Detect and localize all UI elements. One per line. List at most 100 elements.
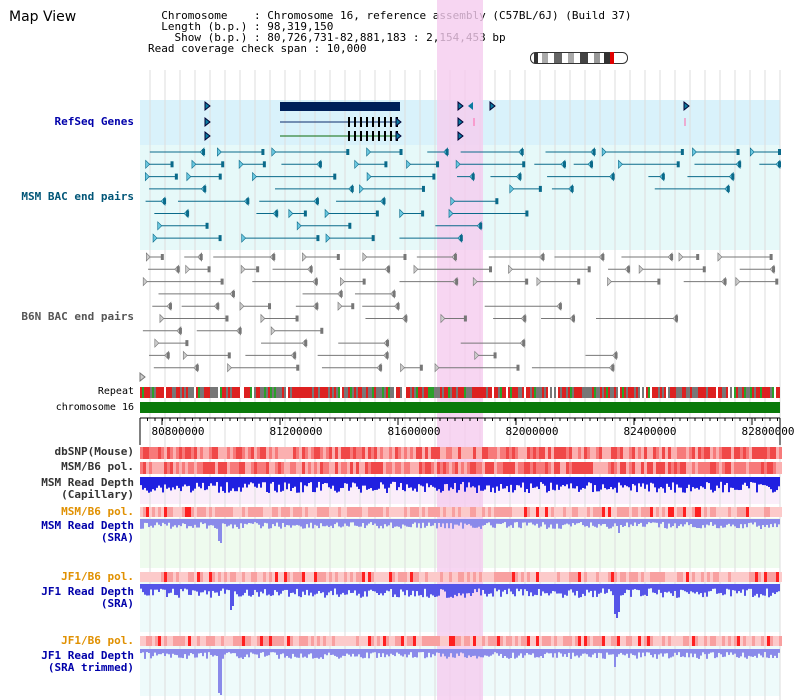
jf1-depth-trim-bar <box>650 649 652 655</box>
msm-depth-sra-bar <box>664 519 666 529</box>
dbsnp-strip <box>395 447 398 459</box>
msm-pol-sra-strip <box>776 507 779 517</box>
msm-depth-sra-bar <box>560 519 562 529</box>
jf1-depth-trim-bar <box>778 649 780 653</box>
msm-depth-sra-bar <box>360 519 362 527</box>
jf1-pol-trim-strip <box>479 636 482 646</box>
repeat-segment <box>142 387 144 398</box>
repeat-segment <box>280 387 282 398</box>
b6n-bac-pair-end <box>675 315 679 322</box>
jf1-depth-trim-bar <box>332 649 334 655</box>
jf1-pol-trim-strip <box>392 636 395 646</box>
msm-depth-cap-bar <box>744 477 746 483</box>
msm-bac-pair-end <box>318 161 322 168</box>
jf1-depth-trim-bar <box>594 649 596 654</box>
msm-depth-cap-bar <box>380 477 382 483</box>
dbsnp-strip <box>710 447 713 459</box>
jf1-depth-sra-bar <box>466 584 468 594</box>
jf1-pol-trim-strip <box>167 636 170 646</box>
b6n-bac-pair-end <box>268 303 272 310</box>
msm-depth-cap-bar <box>432 477 434 487</box>
msm-depth-sra-bar <box>526 519 528 526</box>
repeat-segment <box>566 387 568 398</box>
msm-depth-sra-bar <box>392 519 394 529</box>
b6n-bac-pair-end <box>474 350 480 361</box>
jf1-depth-sra-bar <box>642 584 644 596</box>
msm-depth-sra-bar <box>278 519 280 527</box>
repeat-segment <box>358 387 360 398</box>
msm-pol-strip <box>575 462 578 474</box>
jf1-depth-trim-bar <box>190 649 192 654</box>
jf1-pol-strip <box>167 572 170 582</box>
dbsnp-strip <box>242 447 245 459</box>
msm-pol-sra-strip <box>293 507 296 517</box>
track-label: JF1 Read Depth (SRA trimmed) <box>41 649 134 674</box>
jf1-depth-trim-bar <box>452 649 454 658</box>
jf1-pol-strip <box>326 572 329 582</box>
dbsnp-strip <box>737 447 740 459</box>
msm-depth-cap-bar <box>660 477 662 488</box>
dbsnp-strip <box>674 447 677 459</box>
repeat-segment <box>166 387 168 398</box>
jf1-pol-strip <box>395 572 398 582</box>
msm-pol-sra-strip <box>398 507 401 517</box>
msm-depth-sra-bar <box>274 519 276 527</box>
msm-pol-sra-strip <box>284 507 287 517</box>
jf1-depth-trim-bar <box>210 649 212 655</box>
jf1-depth-sra-bar <box>756 584 758 594</box>
dbsnp-strip <box>167 447 170 459</box>
jf1-depth-sra-bar <box>222 584 224 589</box>
msm-pol-sra-strip <box>479 507 482 517</box>
msm-pol-sra-strip <box>641 507 644 517</box>
msm-depth-cap-bar <box>326 477 328 484</box>
dbsnp-strip <box>443 447 446 459</box>
ideogram[interactable] <box>530 52 628 64</box>
repeat-segment <box>760 387 762 398</box>
msm-bac-pair-end <box>217 147 222 157</box>
repeat-segment <box>476 387 478 398</box>
msm-depth-cap-bar <box>688 477 690 485</box>
jf1-pol-trim-strip <box>266 636 269 646</box>
msm-pol-sra-strip <box>626 507 629 517</box>
jf1-depth-sra-bar <box>212 584 214 591</box>
jf1-pol-strip <box>719 572 722 582</box>
jf1-depth-trim-bar <box>292 649 294 654</box>
jf1-pol-strip <box>746 572 749 582</box>
msm-depth-sra-bar <box>350 519 352 523</box>
msm-pol-strip <box>269 462 272 474</box>
dbsnp-strip <box>530 447 533 459</box>
msm-pol-sra-strip <box>257 507 260 517</box>
jf1-pol-strip <box>392 572 395 582</box>
msm-bac-pair-end <box>731 173 735 180</box>
jf1-pol-strip <box>470 572 473 582</box>
jf1-depth-trim-bar <box>288 649 290 658</box>
msm-pol-sra-strip <box>275 507 278 517</box>
msm-depth-sra-bar <box>196 519 198 528</box>
msm-depth-cap-bar <box>200 477 202 489</box>
msm-depth-cap-bar <box>172 477 174 488</box>
jf1-depth-trim-bar <box>382 649 384 654</box>
jf1-pol-strip <box>275 572 278 582</box>
msm-pol-strip <box>191 462 194 474</box>
msm-depth-cap-bar <box>260 477 262 488</box>
jf1-pol-trim-strip <box>509 636 512 646</box>
dbsnp-strip <box>758 447 761 459</box>
gene-exon <box>366 117 368 127</box>
jf1-depth-trim-bar <box>578 649 580 658</box>
jf1-depth-trim-bar <box>596 649 598 659</box>
jf1-pol-trim-strip <box>668 636 671 646</box>
repeat-segment <box>492 387 494 398</box>
jf1-depth-sra-bar <box>170 584 172 593</box>
msm-pol-sra-strip <box>440 507 443 517</box>
msm-pol-strip <box>647 462 650 474</box>
dbsnp-strip <box>629 447 632 459</box>
jf1-depth-trim-bar <box>562 649 564 657</box>
jf1-depth-sra-bar <box>202 584 204 593</box>
msm-pol-sra-strip <box>344 507 347 517</box>
msm-depth-sra-bar <box>428 519 430 523</box>
dbsnp-strip <box>497 447 500 459</box>
jf1-pol-strip <box>668 572 671 582</box>
msm-pol-sra-strip <box>287 507 290 517</box>
repeat-segment <box>374 387 376 398</box>
